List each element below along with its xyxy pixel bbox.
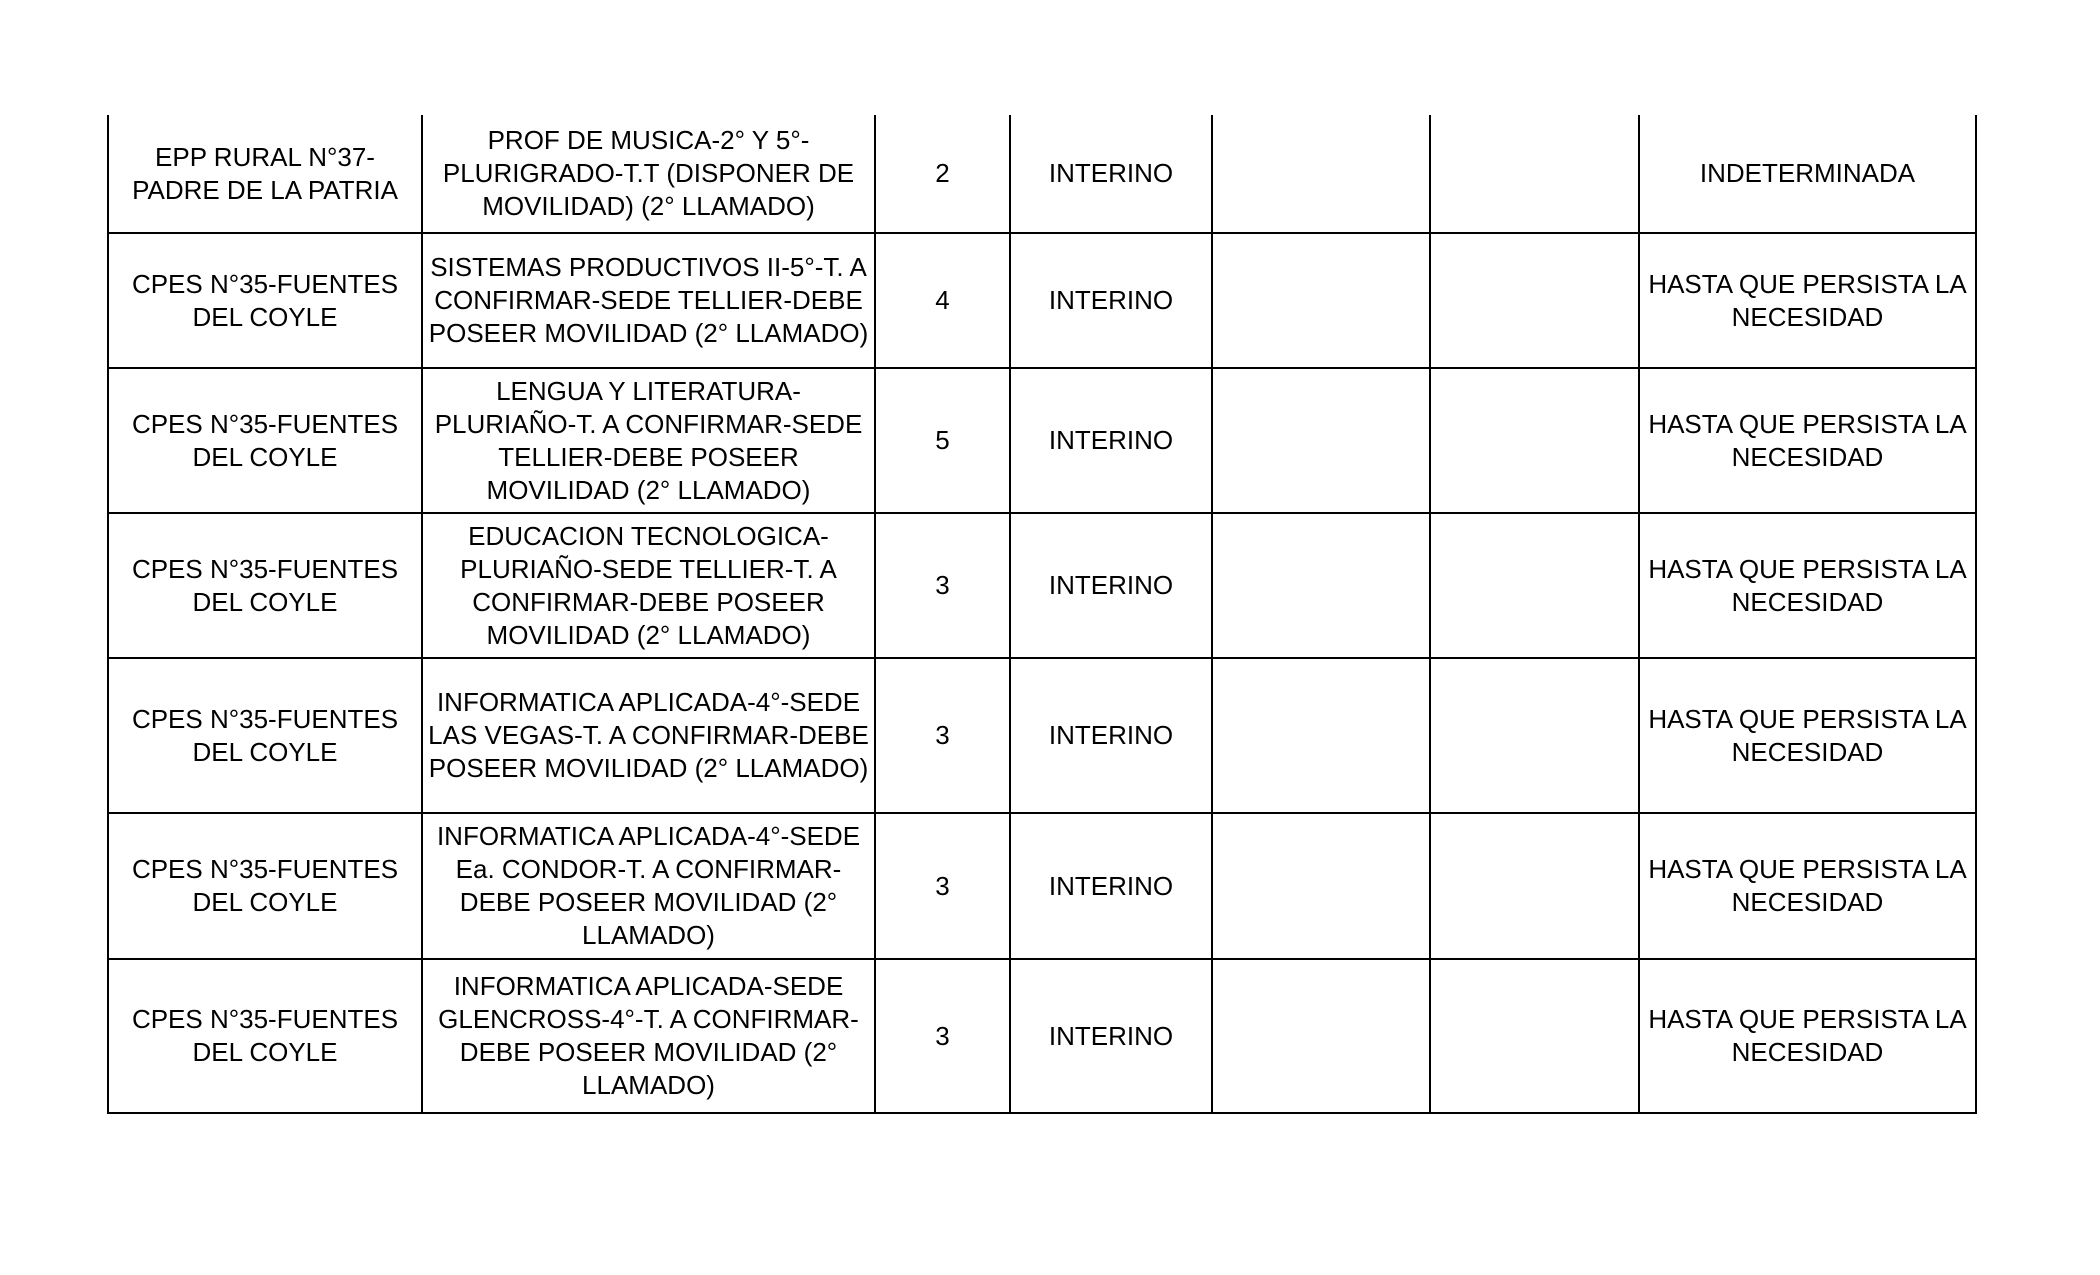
cell-status: INTERINO [1009, 512, 1213, 659]
cell-position: INFORMATICA APLICADA-4°-SEDE LAS VEGAS-T… [421, 657, 876, 814]
cell-status: INTERINO [1009, 657, 1213, 814]
cell-status: INTERINO [1009, 812, 1213, 960]
cell-col6 [1429, 512, 1640, 659]
cell-position: LENGUA Y LITERATURA-PLURIAÑO-T. A CONFIR… [421, 367, 876, 514]
cell-status: INTERINO [1009, 232, 1213, 369]
cell-duration: HASTA QUE PERSISTA LA NECESIDAD [1638, 367, 1977, 514]
cell-duration: INDETERMINADA [1638, 115, 1977, 234]
cell-school: CPES N°35-FUENTES DEL COYLE [107, 367, 423, 514]
table-row: CPES N°35-FUENTES DEL COYLE SISTEMAS PROD… [107, 232, 1977, 369]
table-row: CPES N°35-FUENTES DEL COYLE INFORMATICA A… [107, 812, 1977, 960]
cell-duration: HASTA QUE PERSISTA LA NECESIDAD [1638, 512, 1977, 659]
cell-duration: HASTA QUE PERSISTA LA NECESIDAD [1638, 812, 1977, 960]
cell-position: PROF DE MUSICA-2° Y 5°-PLURIGRADO-T.T (D… [421, 115, 876, 234]
cell-col6 [1429, 232, 1640, 369]
cell-col5 [1211, 812, 1431, 960]
cell-status: INTERINO [1009, 367, 1213, 514]
cell-col5 [1211, 232, 1431, 369]
cell-duration: HASTA QUE PERSISTA LA NECESIDAD [1638, 657, 1977, 814]
table-row: EPP RURAL N°37-PADRE DE LA PATRIA PROF DE… [107, 115, 1977, 234]
cell-col6 [1429, 115, 1640, 234]
cell-position: INFORMATICA APLICADA-4°-SEDE Ea. CONDOR-… [421, 812, 876, 960]
cell-duration: HASTA QUE PERSISTA LA NECESIDAD [1638, 958, 1977, 1114]
cell-duration: HASTA QUE PERSISTA LA NECESIDAD [1638, 232, 1977, 369]
cell-col6 [1429, 812, 1640, 960]
cell-col6 [1429, 367, 1640, 514]
table-row: CPES N°35-FUENTES DEL COYLE INFORMATICA A… [107, 958, 1977, 1114]
cell-status: INTERINO [1009, 115, 1213, 234]
cell-col5 [1211, 115, 1431, 234]
cell-status: INTERINO [1009, 958, 1213, 1114]
cell-school: CPES N°35-FUENTES DEL COYLE [107, 958, 423, 1114]
cell-hours: 4 [874, 232, 1011, 369]
cell-hours: 3 [874, 512, 1011, 659]
cell-hours: 3 [874, 657, 1011, 814]
table-row: CPES N°35-FUENTES DEL COYLE LENGUA Y LITE… [107, 367, 1977, 514]
cell-school: CPES N°35-FUENTES DEL COYLE [107, 512, 423, 659]
cell-col5 [1211, 512, 1431, 659]
cell-hours: 5 [874, 367, 1011, 514]
cell-position: EDUCACION TECNOLOGICA-PLURIAÑO-SEDE TELL… [421, 512, 876, 659]
cell-col5 [1211, 367, 1431, 514]
vacancies-table: EPP RURAL N°37-PADRE DE LA PATRIA PROF DE… [107, 115, 1977, 1114]
cell-position: INFORMATICA APLICADA-SEDE GLENCROSS-4°-T… [421, 958, 876, 1114]
cell-school: CPES N°35-FUENTES DEL COYLE [107, 657, 423, 814]
cell-hours: 3 [874, 812, 1011, 960]
table-row: CPES N°35-FUENTES DEL COYLE INFORMATICA A… [107, 657, 1977, 814]
cell-position: SISTEMAS PRODUCTIVOS II-5°-T. A CONFIRMA… [421, 232, 876, 369]
cell-col5 [1211, 958, 1431, 1114]
cell-col5 [1211, 657, 1431, 814]
cell-school: CPES N°35-FUENTES DEL COYLE [107, 232, 423, 369]
cell-hours: 2 [874, 115, 1011, 234]
cell-col6 [1429, 657, 1640, 814]
table-row: CPES N°35-FUENTES DEL COYLE EDUCACION TEC… [107, 512, 1977, 659]
cell-school: CPES N°35-FUENTES DEL COYLE [107, 812, 423, 960]
cell-hours: 3 [874, 958, 1011, 1114]
cell-school: EPP RURAL N°37-PADRE DE LA PATRIA [107, 115, 423, 234]
cell-col6 [1429, 958, 1640, 1114]
